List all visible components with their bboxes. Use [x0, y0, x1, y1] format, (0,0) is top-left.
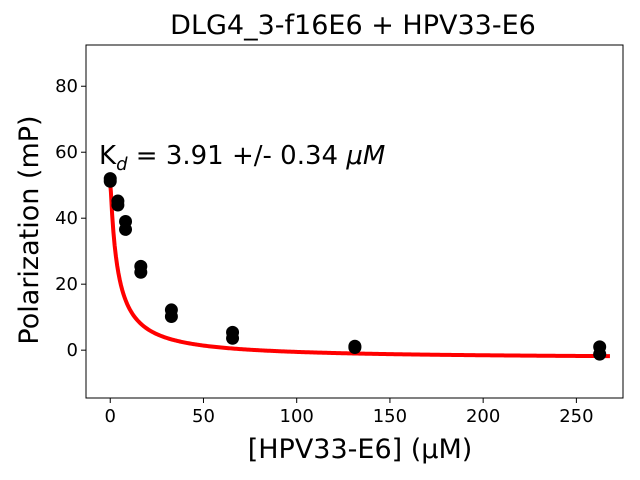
chart-title: DLG4_3-f16E6 + HPV33-E6 — [170, 10, 536, 41]
kd-subscript: d — [116, 154, 128, 175]
data-point — [134, 265, 148, 279]
data-point — [103, 174, 117, 188]
x-axis-label: [HPV33-E6] (μM) — [248, 434, 473, 465]
x-tick-label: 200 — [466, 406, 500, 427]
kd-text: = 3.91 +/- 0.34 — [128, 141, 347, 171]
x-tick-label: 250 — [559, 406, 593, 427]
y-tick-label: 0 — [67, 340, 78, 361]
x-axis: 0 50 100 150 200 250 — [105, 398, 594, 427]
kd-unit: μM — [345, 141, 385, 171]
fit-curve — [107, 174, 610, 359]
data-point — [119, 222, 133, 236]
data-point — [226, 331, 240, 345]
kd-symbol: K — [99, 141, 117, 171]
data-point — [593, 347, 607, 361]
data-point — [164, 310, 178, 324]
kd-annotation: Kd = 3.91 +/- 0.34 μM — [99, 141, 385, 175]
data-point — [348, 341, 362, 355]
y-tick-label: 60 — [55, 142, 78, 163]
data-point — [111, 198, 125, 212]
x-tick-label: 50 — [192, 406, 215, 427]
x-tick-label: 100 — [280, 406, 314, 427]
y-tick-label: 80 — [55, 76, 78, 97]
y-tick-label: 20 — [55, 274, 78, 295]
y-axis: 0 20 40 60 80 — [55, 76, 86, 361]
y-axis-label: Polarization (mP) — [14, 115, 45, 344]
x-tick-label: 150 — [373, 406, 407, 427]
y-tick-label: 40 — [55, 208, 78, 229]
plot-area — [85, 44, 624, 399]
data-points — [103, 172, 607, 361]
x-tick-label: 0 — [105, 406, 116, 427]
